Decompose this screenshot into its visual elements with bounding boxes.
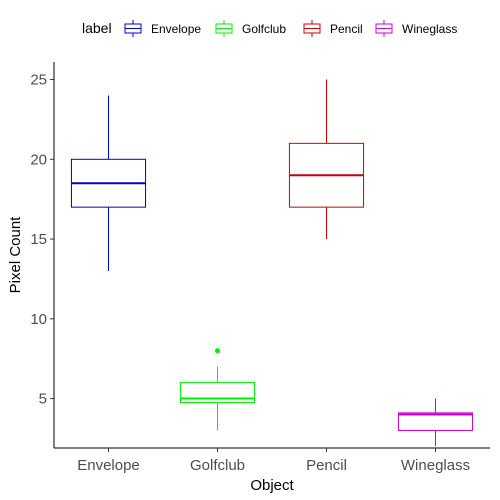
outlier-point xyxy=(215,348,220,354)
legend-item-envelope: Envelope xyxy=(124,20,201,37)
y-axis: 5 10 15 20 25 xyxy=(30,72,54,408)
legend-title: label xyxy=(82,20,112,36)
x-axis-title: Object xyxy=(250,477,294,494)
y-tick-label: 25 xyxy=(30,72,47,89)
legend-label: Golfclub xyxy=(242,22,286,36)
x-tick-label: Envelope xyxy=(77,457,140,474)
box-envelope xyxy=(70,95,147,271)
box-wineglass xyxy=(397,398,474,447)
x-axis: Envelope Golfclub Pencil Wineglass xyxy=(77,448,470,474)
y-tick-label: 10 xyxy=(30,311,47,328)
legend-item-pencil: Pencil xyxy=(303,20,363,37)
x-tick-label: Wineglass xyxy=(401,457,470,474)
x-tick-label: Golfclub xyxy=(190,457,245,474)
box-golfclub xyxy=(179,348,256,431)
legend: label Envelope Golfclub Pencil Wineglass xyxy=(82,20,457,37)
y-axis-title: Pixel Count xyxy=(7,216,24,294)
y-tick-label: 15 xyxy=(30,231,47,248)
legend-label: Pencil xyxy=(330,22,363,36)
box-pencil xyxy=(288,79,365,240)
plot-area xyxy=(70,79,474,447)
y-tick-label: 20 xyxy=(30,151,47,168)
legend-item-golfclub: Golfclub xyxy=(215,20,286,37)
x-tick-label: Pencil xyxy=(306,457,347,474)
legend-label: Wineglass xyxy=(402,22,457,36)
legend-label: Envelope xyxy=(151,22,201,36)
legend-item-wineglass: Wineglass xyxy=(375,20,457,37)
box-iqr xyxy=(397,412,474,431)
y-tick-label: 5 xyxy=(39,391,47,408)
